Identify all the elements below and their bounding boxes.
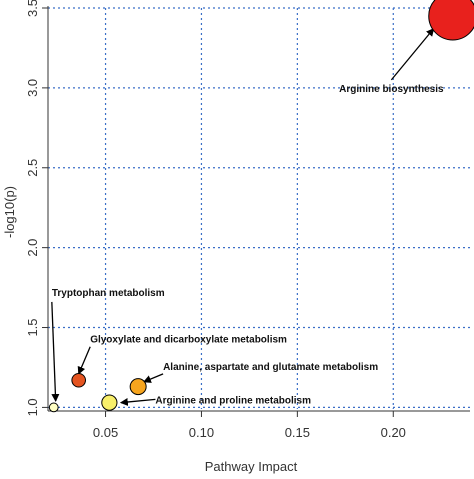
pathway-point bbox=[48, 402, 59, 413]
annotation-labels: Arginine biosynthesis Tryptophan metaboli… bbox=[52, 84, 444, 407]
x-axis-title: Pathway Impact bbox=[205, 459, 298, 474]
y-tick-label: 1.5 bbox=[25, 318, 40, 336]
grid-lines bbox=[48, 7, 470, 409]
annotation-arrow bbox=[390, 27, 435, 81]
pathway-point bbox=[101, 394, 118, 411]
x-tick-label: 0.05 bbox=[93, 425, 118, 440]
annotation-arrows bbox=[51, 27, 435, 406]
x-tick-label: 0.15 bbox=[285, 425, 310, 440]
pathway-point bbox=[129, 378, 147, 396]
annotation-label: Alanine, aspartate and glutamate metabol… bbox=[163, 362, 378, 373]
pathway-point bbox=[428, 0, 474, 41]
annotation-label: Tryptophan metabolism bbox=[52, 288, 165, 299]
y-tick-label: 2.5 bbox=[25, 159, 40, 177]
annotation-arrow bbox=[119, 397, 156, 406]
y-tick-label: 3.5 bbox=[25, 0, 40, 17]
annotation-label: Arginine and proline metabolism bbox=[155, 395, 311, 406]
x-tick-label: 0.20 bbox=[381, 425, 406, 440]
x-tick-label: 0.10 bbox=[189, 425, 214, 440]
y-tick-label: 3.0 bbox=[25, 79, 40, 97]
annotation-label: Glyoxylate and dicarboxylate metabolism bbox=[90, 335, 287, 346]
y-tick-label: 1.0 bbox=[25, 398, 40, 416]
pathway-point bbox=[71, 372, 86, 388]
annotation-arrow bbox=[51, 301, 60, 403]
annotation-label: Arginine biosynthesis bbox=[339, 84, 444, 95]
axes: 0.05 0.10 0.15 0.20 1.0 1.5 2.0 2.5 3.0 3.5 bbox=[25, 0, 470, 440]
annotation-arrow bbox=[77, 346, 91, 375]
y-tick-label: 2.0 bbox=[25, 239, 40, 257]
data-points bbox=[48, 0, 474, 413]
annotation-arrow bbox=[142, 373, 164, 383]
y-axis-title: -log10(p) bbox=[2, 186, 17, 238]
